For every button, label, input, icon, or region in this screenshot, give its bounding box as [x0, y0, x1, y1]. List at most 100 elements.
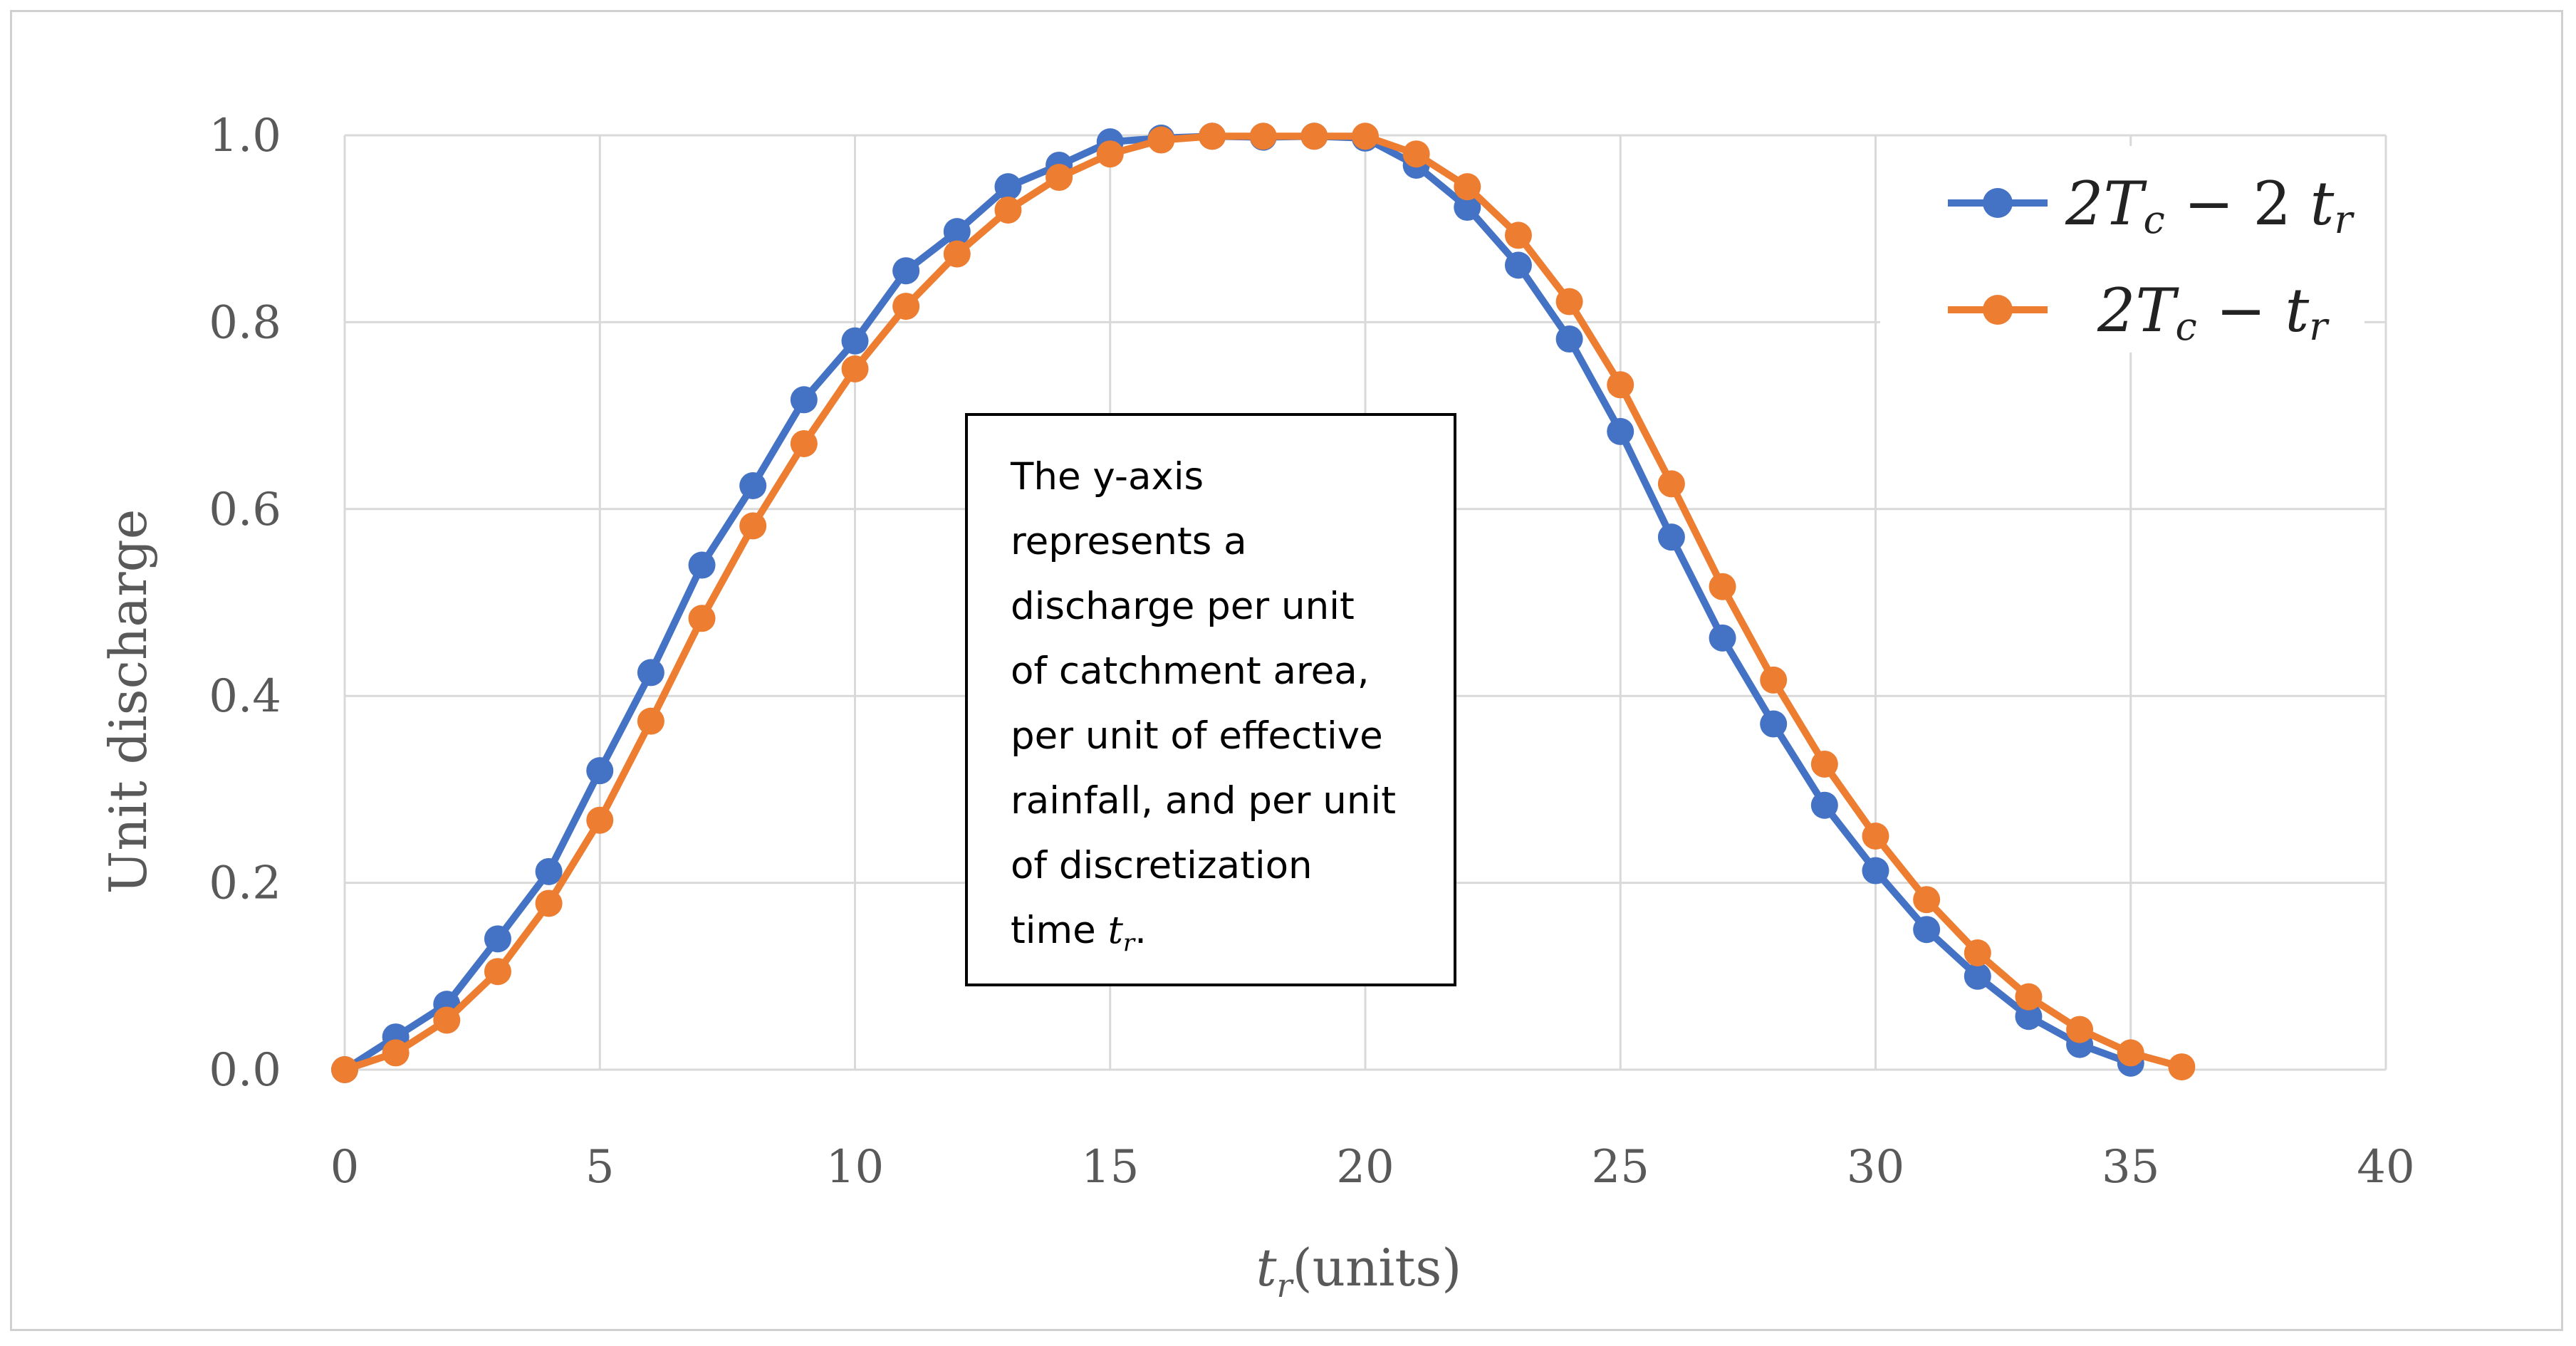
- data-point: [2015, 983, 2043, 1011]
- annotation-line: per unit of effective: [1011, 714, 1383, 758]
- data-point: [841, 355, 869, 382]
- legend-item-1: 2Tc − 2 tr: [1948, 169, 2355, 242]
- data-point: [1760, 666, 1788, 694]
- data-point: [790, 429, 818, 457]
- data-point: [1913, 916, 1941, 944]
- data-point: [943, 218, 971, 246]
- x-tick-label: 40: [2357, 1141, 2414, 1194]
- data-point: [1352, 122, 1379, 150]
- data-point: [2168, 1053, 2196, 1081]
- annotation-last-prefix: time: [1011, 909, 1108, 952]
- legend-label: 2Tc − 2 tr: [2065, 169, 2355, 242]
- annotation-last-line: time tr.: [1011, 898, 1425, 976]
- data-point: [688, 551, 716, 579]
- legend-marker: [1983, 295, 2013, 325]
- x-tick-label: 30: [1847, 1141, 1904, 1194]
- annotation-line: discharge per unit: [1011, 585, 1355, 628]
- data-point: [1147, 126, 1175, 154]
- legend-label: 2Tc − tr: [2097, 276, 2330, 349]
- x-axis-title-sub: r: [1277, 1266, 1295, 1305]
- data-point: [1709, 624, 1736, 652]
- data-point: [943, 240, 971, 268]
- x-tick-label: 25: [1592, 1141, 1649, 1194]
- data-point: [1657, 523, 1685, 551]
- x-tick-label: 35: [2102, 1141, 2159, 1194]
- legend-background: [1880, 146, 2364, 353]
- data-point: [1607, 417, 1634, 445]
- data-point: [484, 958, 511, 986]
- data-point: [535, 889, 563, 917]
- data-point: [994, 173, 1022, 201]
- data-point: [841, 327, 869, 355]
- legend-marker: [1983, 188, 2013, 218]
- data-point: [1810, 791, 1838, 819]
- data-point: [1760, 710, 1788, 738]
- data-point: [892, 293, 920, 320]
- data-point: [586, 757, 614, 785]
- data-point: [484, 925, 511, 953]
- legend-label-sub2: r: [2309, 304, 2330, 349]
- data-point: [1709, 573, 1736, 600]
- annotation-line: of catchment area,: [1011, 649, 1370, 693]
- data-point: [790, 386, 818, 414]
- annotation-var: t: [1107, 909, 1123, 952]
- x-tick-label: 10: [826, 1141, 884, 1194]
- data-point: [1454, 173, 1481, 201]
- x-tick-label: 0: [330, 1141, 360, 1194]
- y-tick-label: 0.4: [209, 670, 281, 723]
- data-point: [1862, 857, 1889, 885]
- data-point: [1862, 823, 1889, 850]
- data-point: [1657, 470, 1685, 498]
- annotation-line: rainfall, and per unit: [1011, 779, 1396, 823]
- legend-label-main: 2T: [2065, 169, 2147, 239]
- legend-label-sub: c: [2143, 197, 2164, 242]
- legend-label-rest: − 2: [2165, 169, 2310, 239]
- x-tick-label: 20: [1336, 1141, 1394, 1194]
- annotation-line: of discretization: [1011, 844, 1313, 887]
- data-point: [1913, 886, 1941, 914]
- legend-label-var: t: [2285, 276, 2310, 345]
- data-point: [1096, 140, 1124, 168]
- data-point: [586, 806, 614, 834]
- data-point: [1402, 140, 1430, 168]
- y-tick-label: 0.8: [209, 296, 281, 349]
- legend-label-sub2: r: [2334, 197, 2355, 242]
- y-tick-label: 0.0: [209, 1044, 281, 1097]
- legend-label-main: 2T: [2097, 276, 2179, 345]
- annotation-var-sub: r: [1122, 929, 1135, 958]
- data-point: [331, 1056, 358, 1083]
- y-tick-label: 0.6: [209, 484, 281, 536]
- data-point: [892, 257, 920, 285]
- data-point: [1504, 251, 1532, 279]
- data-point: [1454, 194, 1481, 221]
- data-point: [1555, 288, 1583, 315]
- data-point: [1300, 122, 1328, 150]
- legend-label-sub: c: [2175, 304, 2196, 349]
- data-point: [1249, 122, 1277, 150]
- y-axis-title: Unit discharge: [98, 509, 158, 894]
- data-point: [1045, 164, 1073, 192]
- data-point: [2117, 1039, 2144, 1067]
- x-tick-labels: 0 5 10 15 20 25 30 35 40: [330, 1141, 2415, 1194]
- data-point: [2015, 1003, 2043, 1031]
- data-point: [2066, 1016, 2094, 1043]
- annotation-line: The y-axis: [1011, 455, 1204, 499]
- data-point: [1607, 371, 1634, 399]
- data-point: [433, 1006, 461, 1034]
- y-tick-label: 1.0: [209, 110, 281, 162]
- series-group: [331, 122, 2196, 1083]
- data-point: [1964, 962, 1991, 990]
- y-tick-labels: 0.0 0.2 0.4 0.6 0.8 1.0: [209, 110, 281, 1097]
- x-tick-label: 15: [1081, 1141, 1139, 1194]
- data-point: [739, 512, 767, 540]
- data-point: [739, 472, 767, 499]
- annotation-line: represents a: [1011, 520, 1247, 563]
- data-point: [382, 1039, 410, 1067]
- annotation-lines: The y-axis represents a discharge per unit…: [1011, 444, 1425, 898]
- data-point: [1810, 750, 1838, 778]
- data-point: [1504, 221, 1532, 249]
- data-point: [637, 659, 664, 687]
- legend-item-2: 2Tc − tr: [1948, 276, 2330, 349]
